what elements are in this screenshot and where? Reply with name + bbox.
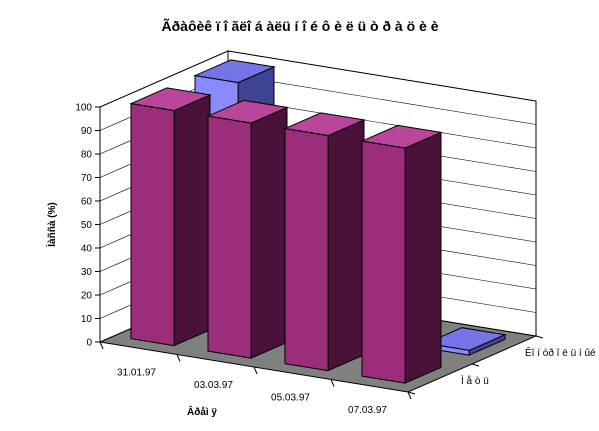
x-tick-mark (330, 379, 335, 387)
gridline (99, 50, 537, 108)
y-tick-label: 10 (81, 314, 93, 325)
bar (206, 99, 289, 359)
y-tick-label: 90 (81, 126, 93, 137)
bar-front (284, 128, 329, 372)
bar (129, 87, 212, 347)
x-tick-label: 31.01.97 (117, 367, 156, 378)
y-tick-label: 0 (86, 338, 92, 349)
bar-side (327, 119, 365, 372)
bar (360, 124, 443, 384)
x-tick-label: 07.03.97 (348, 405, 387, 416)
series-tick-mark (471, 363, 480, 367)
bar-side (250, 106, 288, 359)
y-tick-label: 20 (81, 291, 93, 302)
y-tick-label: 40 (81, 244, 93, 255)
y-axis-title: Ìàññà (%) (45, 202, 58, 247)
x-tick-mark (99, 341, 104, 350)
bar-front (361, 140, 406, 384)
chart-title: Ãðàôèê ï î ãëî á àëü í î é ô è ë ü ò ð à… (162, 17, 439, 34)
bar (283, 112, 366, 372)
series-axis-label: Êî í òð î ë ü í ûé (525, 346, 596, 359)
series-axis-label: Ì å ò ü (461, 374, 489, 387)
y-tick-label: 70 (81, 173, 93, 184)
x-tick-label: 03.03.97 (194, 380, 233, 391)
x-tick-label: 05.03.97 (271, 392, 310, 403)
bar-front (207, 115, 252, 359)
bar-side (173, 94, 211, 347)
y-tick-label: 80 (81, 150, 93, 161)
bar-side (404, 131, 442, 384)
bar (424, 327, 507, 356)
x-tick-mark (176, 354, 181, 362)
x-axis-title: Âðåì ÿ (187, 405, 217, 418)
y-tick-label: 50 (81, 220, 93, 231)
series-tick-mark (407, 391, 416, 395)
y-tick-label: 30 (81, 267, 93, 278)
y-tick-label: 60 (81, 197, 93, 208)
series-tick-mark (535, 335, 544, 339)
y-tick-label: 100 (75, 103, 92, 114)
x-tick-mark (253, 366, 258, 375)
bar-front (130, 103, 175, 347)
x-tick-mark (407, 391, 412, 400)
